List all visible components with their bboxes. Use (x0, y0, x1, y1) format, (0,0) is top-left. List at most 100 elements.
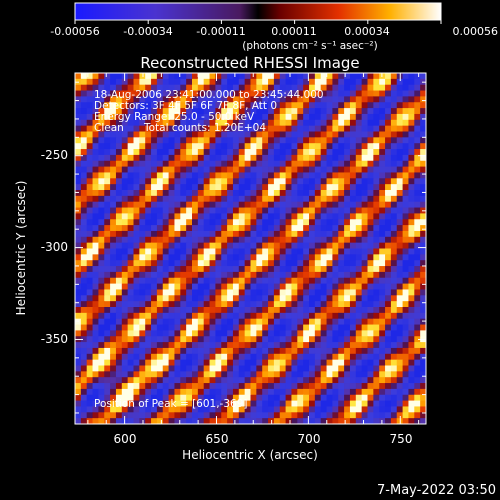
heatmap-cell (279, 166, 287, 174)
heatmap-cell (420, 394, 426, 402)
heatmap-cell (314, 166, 322, 174)
heatmap-cell (420, 307, 426, 314)
heatmap-cell (309, 160, 316, 168)
heatmap-cell (291, 406, 298, 413)
heatmap-cell (355, 230, 363, 238)
heatmap-cell (192, 371, 199, 378)
heatmap-cell (197, 119, 205, 127)
heatmap-cell (232, 225, 240, 232)
heatmap-cell (349, 277, 357, 285)
y-tick-label: -300 (41, 240, 68, 254)
heatmap-cell (361, 342, 369, 349)
heatmap-cell (268, 242, 275, 250)
heatmap-cell (133, 248, 140, 255)
heatmap-cell (133, 330, 140, 337)
heatmap-cell (238, 230, 246, 238)
heatmap-cell (250, 131, 257, 138)
heatmap-cell (133, 143, 140, 150)
heatmap-cell (75, 307, 82, 314)
heatmap-cell (262, 113, 269, 121)
heatmap-cell (285, 318, 293, 326)
heatmap-cell (174, 236, 181, 244)
heatmap-cell (145, 184, 152, 191)
heatmap-cell (344, 149, 351, 156)
heatmap-cell (115, 143, 123, 150)
heatmap-cell (273, 84, 281, 92)
heatmap-cell (156, 242, 164, 250)
heatmap-cell (420, 149, 426, 156)
heatmap-cell (244, 353, 252, 361)
heatmap-cell (156, 301, 164, 308)
heatmap-cell (320, 166, 328, 174)
heatmap-cell (262, 277, 269, 285)
heatmap-cell (115, 412, 123, 419)
heatmap-cell (367, 383, 374, 390)
heatmap-cell (303, 119, 310, 127)
heatmap-cell (390, 213, 398, 220)
heatmap-cell (408, 225, 415, 232)
heatmap-cell (279, 154, 287, 162)
heatmap-cell (396, 383, 404, 390)
heatmap-cell (151, 383, 158, 390)
heatmap-cell (127, 73, 135, 80)
heatmap-cell (385, 201, 392, 209)
heatmap-cell (174, 219, 181, 226)
heatmap-cell (314, 418, 322, 424)
heatmap-cell (145, 131, 152, 138)
heatmap-cell (80, 178, 88, 185)
heatmap-cell (326, 242, 333, 250)
heatmap-cell (273, 312, 281, 320)
heatmap-cell (227, 312, 234, 320)
heatmap-cell (338, 353, 345, 361)
heatmap-cell (221, 102, 228, 109)
heatmap-cell (309, 271, 316, 279)
heatmap-cell (104, 143, 111, 150)
footer-timestamp: 7-May-2022 03:50 (377, 483, 496, 498)
heatmap-cell (338, 336, 345, 343)
heatmap-cell (86, 195, 94, 203)
heatmap-cell (314, 102, 322, 109)
heatmap-cell (232, 160, 240, 168)
heatmap-cell (121, 295, 129, 302)
heatmap-cell (250, 84, 257, 92)
heatmap-cell (326, 260, 333, 267)
heatmap-cell (414, 166, 421, 174)
heatmap-cell (250, 266, 257, 273)
heatmap-cell (379, 248, 386, 255)
heatmap-cell (121, 324, 129, 331)
heatmap-cell (367, 90, 374, 97)
heatmap-cell (326, 342, 333, 349)
heatmap-cell (309, 301, 316, 308)
heatmap-cell (197, 295, 205, 302)
heatmap-cell (367, 213, 374, 220)
heatmap-cell (133, 90, 140, 97)
heatmap-cell (320, 307, 328, 314)
heatmap-cell (244, 400, 252, 408)
heatmap-cell (145, 359, 152, 367)
heatmap-cell (110, 365, 117, 372)
heatmap-cell (203, 213, 211, 220)
heatmap-cell (162, 377, 170, 384)
heatmap-cell (408, 236, 415, 244)
heatmap-cell (227, 131, 234, 138)
heatmap-cell (262, 236, 269, 244)
heatmap-cell (227, 172, 234, 179)
heatmap-cell (355, 184, 363, 191)
heatmap-cell (232, 143, 240, 150)
heatmap-cell (250, 312, 257, 320)
heatmap-cell (355, 336, 363, 343)
heatmap-cell (145, 78, 152, 86)
heatmap-cell (151, 277, 158, 285)
heatmap-cell (402, 388, 410, 396)
heatmap-cell (344, 277, 351, 285)
heatmap-cell (115, 248, 123, 255)
heatmap-cell (197, 225, 205, 232)
heatmap-cell (285, 388, 293, 396)
heatmap-cell (320, 260, 328, 267)
heatmap-cell (115, 166, 123, 174)
heatmap-cell (168, 219, 176, 226)
heatmap-cell (379, 102, 386, 109)
heatmap-cell (180, 412, 187, 419)
heatmap-cell (303, 78, 310, 86)
heatmap-cell (110, 289, 117, 296)
